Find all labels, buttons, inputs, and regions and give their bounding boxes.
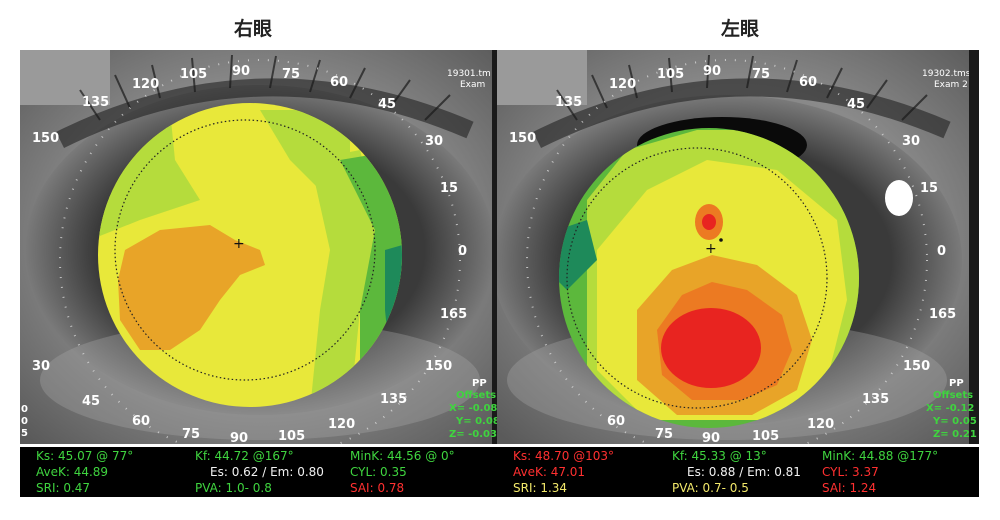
right-angle-label: 90	[230, 431, 248, 444]
right-exam-file: 19301.tm	[447, 69, 491, 79]
left-angle-label: 90	[702, 431, 720, 444]
right-edge-digit: 0	[21, 404, 28, 415]
left-angle-label: 45	[847, 97, 865, 112]
right-angle-label: 90	[232, 64, 250, 79]
right-angle-label: 30	[32, 359, 50, 374]
right-angle-label: 150	[32, 131, 59, 146]
right-angle-label: 15	[440, 181, 458, 196]
left-angle-label: 120	[609, 77, 636, 92]
left-pp-label: PP	[949, 378, 964, 389]
left-eye-title: 左眼	[720, 18, 759, 40]
left-es-em: Es: 0.88 / Em: 0.81	[687, 465, 801, 479]
right-edge-digit: 0	[21, 416, 28, 427]
left-cyl: CYL: 3.37	[822, 465, 879, 479]
right-angle-label: 0	[458, 244, 467, 259]
right-offsets-label: Offsets	[456, 390, 496, 401]
right-pva: PVA: 1.0- 0.8	[195, 481, 272, 495]
left-exam-file: 19302.tms	[922, 69, 971, 79]
right-ks: Ks: 45.07 @ 77°	[36, 449, 134, 463]
right-eye-stats-bar: Ks: 45.07 @ 77° Kf: 44.72 @167° MinK: 44…	[20, 447, 502, 497]
right-eye-topography-panel: + 120 105 90 75 60 45 30 15 0 165 150 13…	[20, 50, 502, 444]
right-offset-y: Y= 0.08	[455, 416, 500, 427]
left-eye-stats-bar: Ks: 48.70 @103° Kf: 45.33 @ 13° MinK: 44…	[497, 447, 979, 497]
left-angle-label: 105	[752, 429, 779, 444]
left-angle-label: 75	[752, 67, 770, 82]
right-angle-label: 135	[82, 95, 109, 110]
left-angle-label: 135	[555, 95, 582, 110]
right-kf: Kf: 44.72 @167°	[195, 449, 294, 463]
left-mink: MinK: 44.88 @177°	[822, 449, 939, 463]
left-angle-label: 135	[862, 392, 889, 407]
right-angle-label: 120	[328, 417, 355, 432]
left-exam-label: Exam 2	[934, 80, 968, 90]
right-angle-label: 60	[132, 414, 150, 429]
left-angle-label: 30	[902, 134, 920, 149]
left-angle-label: 15	[920, 181, 938, 196]
left-angle-label: 105	[657, 67, 684, 82]
svg-text:+: +	[705, 241, 717, 257]
left-angle-label: 120	[807, 417, 834, 432]
left-angle-label: 165	[929, 307, 956, 322]
right-angle-label: 75	[182, 427, 200, 442]
left-sri: SRI: 1.34	[513, 481, 568, 495]
left-angle-label: 60	[607, 414, 625, 429]
right-offset-z: Z= -0.03	[449, 429, 497, 440]
left-angle-label: 90	[703, 64, 721, 79]
left-angle-label: 60	[799, 75, 817, 90]
right-angle-label: 30	[425, 134, 443, 149]
right-angle-label: 165	[440, 307, 467, 322]
right-pp-label: PP	[472, 378, 487, 389]
right-angle-label: 105	[278, 429, 305, 444]
right-angle-label: 150	[425, 359, 452, 374]
right-edge-digit: 5	[21, 428, 28, 439]
right-angle-label: 75	[282, 67, 300, 82]
left-pva: PVA: 0.7- 0.5	[672, 481, 749, 495]
left-offset-x: X= -0.12	[926, 403, 974, 414]
right-angle-label: 45	[82, 394, 100, 409]
right-es-em: Es: 0.62 / Em: 0.80	[210, 465, 324, 479]
right-angle-label: 45	[378, 97, 396, 112]
right-sai: SAI: 0.78	[350, 481, 405, 495]
left-angle-label: 150	[903, 359, 930, 374]
right-angle-label: 105	[180, 67, 207, 82]
left-angle-label: 0	[937, 244, 946, 259]
right-angle-label: 135	[380, 392, 407, 407]
left-ks: Ks: 48.70 @103°	[513, 449, 615, 463]
left-sai: SAI: 1.24	[822, 481, 877, 495]
right-exam-label: Exam	[460, 80, 485, 90]
left-kf: Kf: 45.33 @ 13°	[672, 449, 767, 463]
left-avek: AveK: 47.01	[513, 465, 586, 479]
right-avek: AveK: 44.89	[36, 465, 109, 479]
left-angle-label: 150	[509, 131, 536, 146]
right-angle-label: 120	[132, 77, 159, 92]
left-eye-topography-image: + 120 105 90 75 60 45 30 15 0 165 150 13…	[497, 50, 979, 444]
left-offset-z: Z= 0.21	[933, 429, 977, 440]
left-offsets-label: Offsets	[933, 390, 973, 401]
right-cyl: CYL: 0.35	[350, 465, 407, 479]
left-eye-topography-panel: + 120 105 90 75 60 45 30 15 0 165 150 13…	[497, 50, 979, 444]
right-eye-title: 右眼	[233, 18, 272, 40]
right-eye-topography-image: + 120 105 90 75 60 45 30 15 0 165 150 13…	[20, 50, 502, 444]
right-angle-label: 60	[330, 75, 348, 90]
left-offset-y: Y= 0.05	[932, 416, 977, 427]
right-mink: MinK: 44.56 @ 0°	[350, 449, 455, 463]
svg-text:+: +	[233, 236, 245, 252]
right-offset-x: X= -0.08	[449, 403, 497, 414]
left-angle-label: 75	[655, 427, 673, 442]
right-sri: SRI: 0.47	[36, 481, 91, 495]
